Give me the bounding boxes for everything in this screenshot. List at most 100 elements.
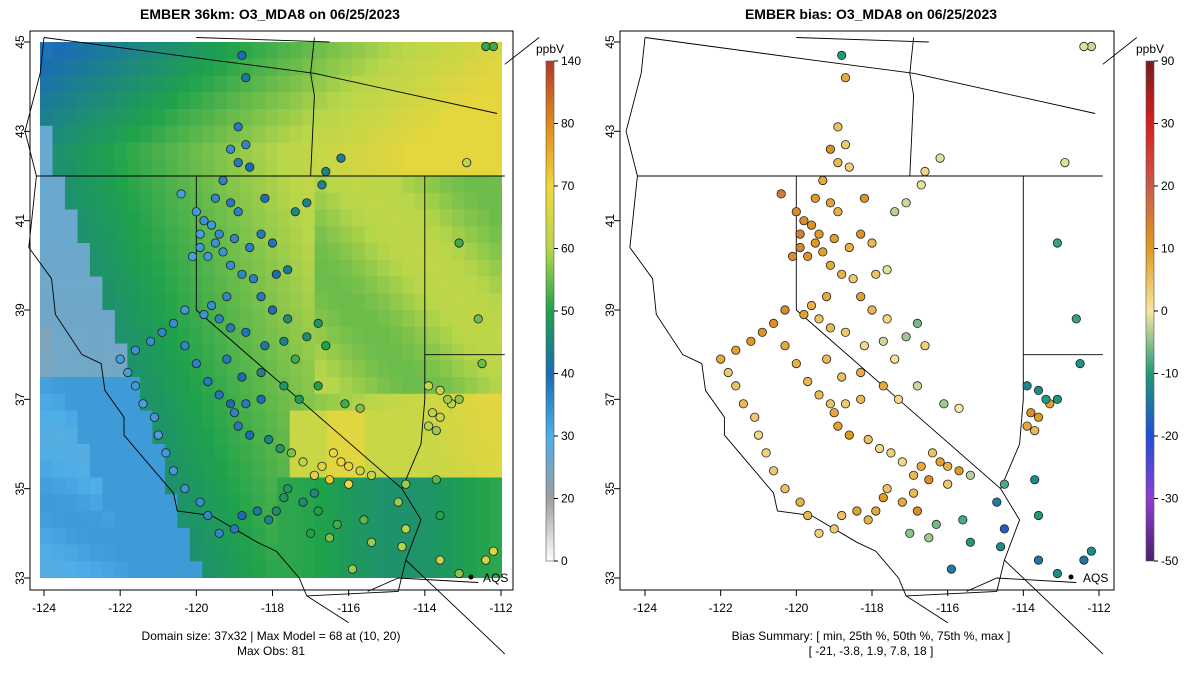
model-grid-cell [152,176,166,194]
observed-station-point [397,542,407,552]
observed-station-point [264,515,274,525]
model-grid-cell [427,343,441,361]
model-grid-cell [452,142,466,160]
colorbar-tick-label: 20 [561,492,575,506]
bias-station-point [1030,475,1040,485]
model-grid-cell [352,176,366,194]
model-grid-cell [439,109,453,127]
model-grid-cell [314,393,328,412]
bias-station-point [837,50,847,61]
model-grid-cell [439,326,453,345]
model-grid-cell [164,243,178,261]
model-grid-cell [139,544,153,562]
model-grid-cell [89,259,103,278]
observed-station-point [241,327,251,337]
bias-station-point [1086,546,1097,556]
bias-station-point [810,238,820,248]
model-grid-cell [102,109,116,127]
model-grid-cell [189,544,203,562]
model-grid-cell [89,176,103,194]
model-grid-cell [202,561,216,578]
model-grid-cell [377,561,391,578]
model-grid-cell [102,276,116,294]
model-grid-cell [277,460,291,479]
y-tick-label: 43 [13,124,27,138]
model-grid-cell [127,293,141,311]
model-grid-cell [52,58,66,77]
model-grid-cell [352,209,366,227]
model-grid-cell [439,310,453,328]
model-grid-cell [402,410,416,428]
model-grid-cell [427,444,441,462]
model-grid-cell [427,75,441,93]
model-grid-cell [264,142,278,160]
observed-station-point [423,421,434,431]
model-grid-cell [214,326,228,345]
model-grid-cell [52,561,66,578]
model-grid-cell [77,427,91,445]
model-grid-cell [177,511,191,529]
state-border-line [909,37,915,177]
model-grid-cell [40,310,54,328]
model-grid-cell [214,92,228,110]
bias-station-point [1033,412,1044,422]
colorbar-bar [545,60,555,562]
model-grid-cell [152,75,166,93]
bias-station-point [958,515,968,525]
model-grid-cell [102,511,116,529]
model-grid-cell [314,58,328,77]
bias-station-point [806,300,817,311]
model-grid-cell [40,276,54,294]
model-grid-cell [302,293,316,311]
model-grid-cell [339,192,353,211]
observed-station-point [176,189,186,199]
model-grid-cell [439,360,453,378]
observed-station-point [260,193,270,203]
model-grid-cell [314,192,328,211]
model-grid-cell [52,511,66,529]
model-grid-cell [464,360,478,378]
model-grid-cell [239,58,253,77]
model-grid-cell [164,326,178,345]
model-grid-cell [89,159,103,177]
model-grid-cell [464,460,478,479]
model-grid-cell [339,75,353,93]
bias-station-point [795,497,805,507]
state-border-line [644,37,1096,114]
model-grid-cell [289,259,303,278]
model-grid-cell [327,343,341,361]
model-grid-cell [414,58,428,77]
model-grid-cell [414,444,428,462]
model-grid-cell [114,460,128,479]
model-grid-cell [389,42,403,60]
model-grid-cell [452,326,466,345]
model-grid-cell [127,561,141,578]
bias-station-point [814,528,824,538]
model-grid-cell [164,125,178,144]
model-grid-cell [264,310,278,328]
bias-station-point [871,269,881,279]
colorbar-bar [1145,60,1155,562]
model-grid-cell [77,410,91,428]
model-grid-cell [40,192,54,211]
model-grid-cell [302,176,316,194]
observed-station-point [313,381,323,391]
model-grid-cell [252,326,266,345]
y-tick-label: 41 [13,214,27,228]
observed-station-point [130,381,140,391]
model-grid-cell [252,58,266,77]
model-grid-cell [164,42,178,60]
model-grid-cell [189,343,203,361]
model-grid-cell [364,226,378,244]
model-grid-cell [77,259,91,278]
model-grid-cell [114,159,128,177]
model-grid-cell [227,494,241,512]
model-grid-cell [264,159,278,177]
model-grid-cell [464,92,478,110]
model-grid-cell [452,494,466,512]
model-grid-cell [352,410,366,428]
bias-station-point [999,524,1010,534]
bias-station-point [901,198,911,208]
bias-station-point [780,305,790,315]
model-grid-cell [102,561,116,578]
